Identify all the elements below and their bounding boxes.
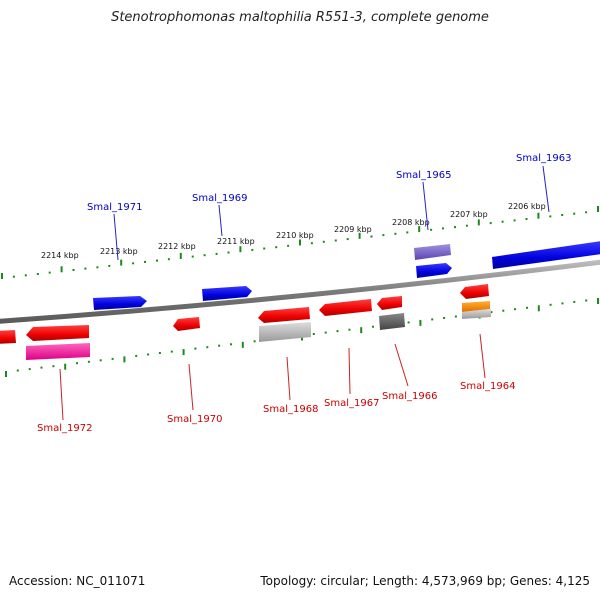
- gene-label[interactable]: Smal_1971: [87, 202, 142, 213]
- outer-tick-track: [1, 206, 599, 279]
- scale-label: 2210 kbp: [276, 231, 314, 240]
- gene-feature[interactable]: [93, 296, 147, 310]
- gene-feature[interactable]: [416, 263, 452, 278]
- genome-backbone: [0, 259, 600, 324]
- gene-feature[interactable]: [259, 322, 311, 342]
- gene-label[interactable]: Smal_1966: [382, 391, 437, 402]
- scale-label: 2208 kbp: [392, 218, 430, 227]
- gene-label[interactable]: Smal_1972: [37, 423, 92, 434]
- gene-feature[interactable]: [462, 301, 490, 312]
- scale-labels: 2214 kbp 2213 kbp 2212 kbp 2211 kbp 2210…: [41, 202, 546, 260]
- gene-label[interactable]: Smal_1965: [396, 170, 451, 181]
- topology-text: Topology: circular; Length: 4,573,969 bp…: [260, 574, 590, 588]
- reverse-genes: [0, 284, 491, 360]
- gene-feature[interactable]: [319, 299, 372, 316]
- forward-gene-labels: Smal_1971 Smal_1969 Smal_1965 Smal_1963: [87, 153, 571, 213]
- gene-feature[interactable]: [460, 284, 489, 299]
- gene-label[interactable]: Smal_1968: [263, 404, 318, 415]
- reverse-gene-labels: Smal_1972 Smal_1970 Smal_1968 Smal_1967 …: [37, 381, 515, 434]
- gene-feature[interactable]: [379, 313, 405, 330]
- gene-feature[interactable]: [492, 241, 600, 269]
- scale-label: 2212 kbp: [158, 242, 196, 251]
- forward-genes: [93, 241, 600, 310]
- gene-feature[interactable]: [0, 330, 16, 344]
- genome-title: Stenotrophomonas maltophilia R551-3, com…: [111, 10, 489, 25]
- accession-text: Accession: NC_011071: [9, 574, 146, 588]
- forward-leaders: [113, 165, 550, 261]
- scale-label: 2214 kbp: [41, 251, 79, 260]
- gene-label[interactable]: Smal_1967: [324, 398, 379, 409]
- gene-label[interactable]: Smal_1969: [192, 193, 247, 204]
- gene-feature[interactable]: [202, 286, 252, 301]
- gene-feature[interactable]: [258, 307, 310, 323]
- scale-label: 2213 kbp: [100, 247, 138, 256]
- gene-feature[interactable]: [462, 309, 491, 319]
- reverse-leaders: [59, 333, 486, 421]
- scale-label: 2211 kbp: [217, 237, 255, 246]
- gene-feature[interactable]: [26, 325, 89, 341]
- gene-feature[interactable]: [414, 244, 451, 260]
- gene-feature[interactable]: [377, 296, 402, 310]
- scale-label: 2207 kbp: [450, 210, 488, 219]
- gene-feature[interactable]: [26, 343, 90, 360]
- scale-label: 2206 kbp: [508, 202, 546, 211]
- gene-label[interactable]: Smal_1963: [516, 153, 571, 164]
- scale-label: 2209 kbp: [334, 225, 372, 234]
- gene-feature[interactable]: [173, 317, 200, 331]
- gene-label[interactable]: Smal_1964: [460, 381, 515, 392]
- gene-label[interactable]: Smal_1970: [167, 414, 222, 425]
